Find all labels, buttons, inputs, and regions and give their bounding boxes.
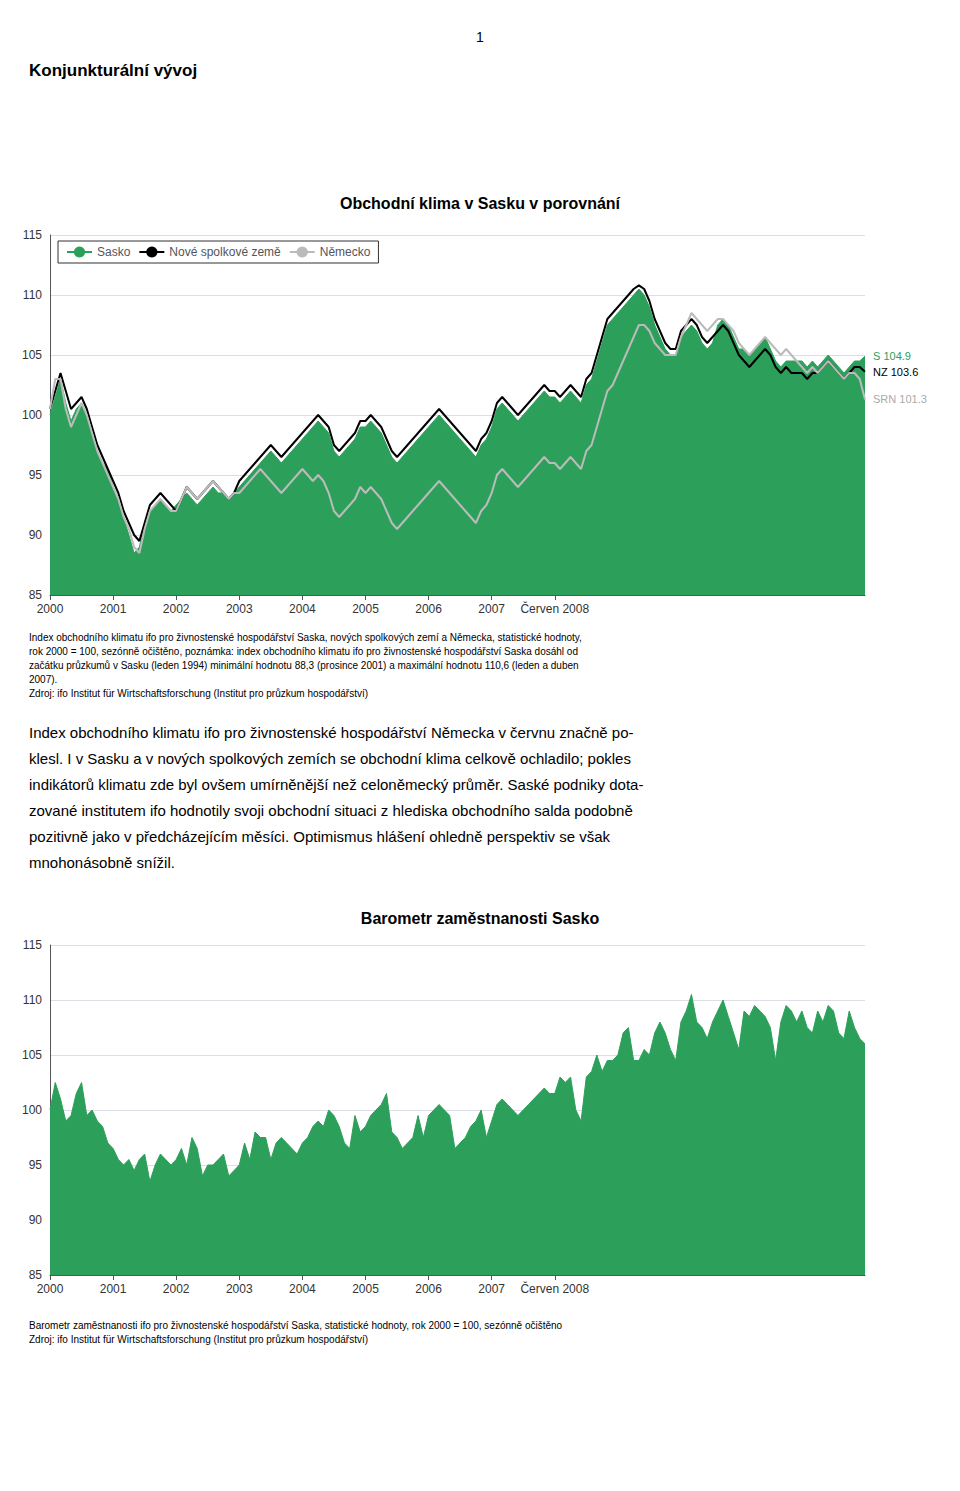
svg-text:2002: 2002	[163, 1282, 190, 1296]
svg-text:Index obchodního klimatu ifo p: Index obchodního klimatu ifo pro živnost…	[29, 632, 582, 643]
svg-text:90: 90	[29, 528, 43, 542]
svg-text:Červen 2008: Červen 2008	[520, 1281, 589, 1296]
svg-text:2004: 2004	[289, 1282, 316, 1296]
svg-text:100: 100	[22, 1103, 42, 1117]
svg-text:mnohonásobně snížil.: mnohonásobně snížil.	[29, 854, 175, 871]
svg-text:Nové spolkové země: Nové spolkové země	[169, 245, 281, 259]
svg-text:Zdroj: ifo Institut für Wirtsc: Zdroj: ifo Institut für Wirtschaftsforsc…	[29, 688, 368, 699]
svg-text:2005: 2005	[352, 602, 379, 616]
svg-text:indikátorů klimatu zde byl ovš: indikátorů klimatu zde byl ovšem umírněn…	[29, 776, 643, 793]
svg-text:rok 2000 = 100, sezónně očiště: rok 2000 = 100, sezónně očištěno, poznám…	[29, 646, 578, 657]
svg-text:zované institutem ifo hodnotil: zované institutem ifo hodnotily svoji ob…	[29, 802, 633, 819]
svg-text:Barometr zaměstnanosti ifo pro: Barometr zaměstnanosti ifo pro živnosten…	[29, 1320, 563, 1331]
svg-text:2006: 2006	[415, 602, 442, 616]
svg-text:NZ 103.6: NZ 103.6	[873, 366, 918, 378]
svg-text:2000: 2000	[37, 1282, 64, 1296]
svg-text:2003: 2003	[226, 602, 253, 616]
svg-text:Index obchodního klimatu ifo p: Index obchodního klimatu ifo pro živnost…	[29, 724, 634, 741]
svg-text:2003: 2003	[226, 1282, 253, 1296]
svg-text:S 104.9: S 104.9	[873, 350, 911, 362]
svg-text:Zdroj: ifo Institut für Wirtsc: Zdroj: ifo Institut für Wirtschaftsforsc…	[29, 1334, 368, 1345]
svg-text:110: 110	[23, 993, 42, 1007]
svg-text:2005: 2005	[352, 1282, 379, 1296]
svg-text:Barometr zaměstnanosti Sasko: Barometr zaměstnanosti Sasko	[361, 910, 600, 927]
svg-text:Sasko: Sasko	[97, 245, 131, 259]
svg-text:1: 1	[476, 29, 484, 45]
svg-text:105: 105	[22, 348, 42, 362]
svg-text:115: 115	[23, 938, 42, 952]
svg-text:90: 90	[29, 1213, 43, 1227]
svg-text:Červen 2008: Červen 2008	[520, 601, 589, 616]
svg-text:2007: 2007	[478, 1282, 505, 1296]
svg-text:2004: 2004	[289, 602, 316, 616]
svg-text:95: 95	[29, 468, 43, 482]
svg-text:110: 110	[23, 288, 42, 302]
svg-text:Obchodní klima v Sasku v porov: Obchodní klima v Sasku v porovnání	[340, 195, 621, 212]
svg-text:2007).: 2007).	[29, 674, 57, 685]
svg-text:2006: 2006	[415, 1282, 442, 1296]
svg-text:95: 95	[29, 1158, 43, 1172]
svg-text:2001: 2001	[100, 1282, 127, 1296]
svg-text:pozitivně jako v předcházející: pozitivně jako v předcházejícím měsíci. …	[29, 828, 611, 845]
svg-text:85: 85	[29, 1268, 43, 1282]
svg-text:105: 105	[22, 1048, 42, 1062]
svg-text:2007: 2007	[478, 602, 505, 616]
svg-text:2000: 2000	[37, 602, 64, 616]
svg-text:klesl. I v Sasku a v nových sp: klesl. I v Sasku a v nových spolkových z…	[29, 750, 631, 767]
svg-text:2002: 2002	[163, 602, 190, 616]
svg-text:SRN 101.3: SRN 101.3	[873, 393, 927, 405]
svg-text:115: 115	[23, 228, 42, 242]
svg-text:85: 85	[29, 588, 43, 602]
svg-text:Konjunkturální vývoj: Konjunkturální vývoj	[29, 61, 197, 80]
svg-text:začátku průzkumů v Sasku (lede: začátku průzkumů v Sasku (leden 1994) mi…	[29, 660, 579, 671]
svg-text:100: 100	[22, 408, 42, 422]
svg-text:Německo: Německo	[320, 245, 371, 259]
svg-text:2001: 2001	[100, 602, 127, 616]
